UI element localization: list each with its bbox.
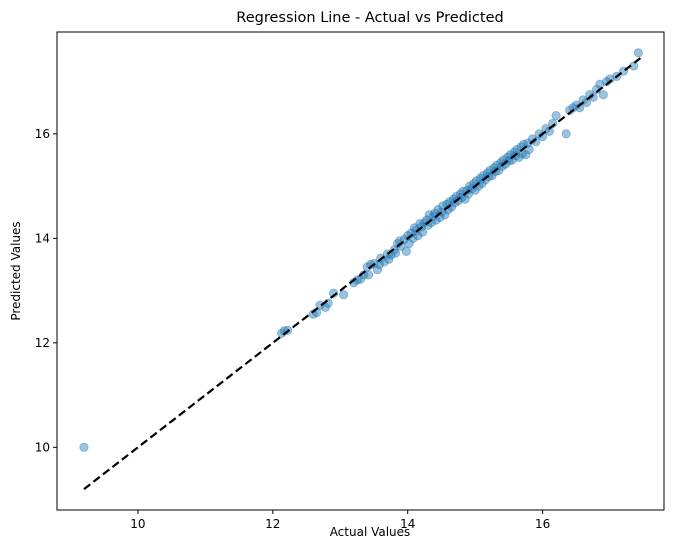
y-tick-label: 10 [35, 440, 50, 454]
data-point [507, 155, 517, 165]
data-point [372, 265, 382, 275]
data-point [524, 144, 534, 155]
x-axis-label: Actual Values [330, 525, 411, 539]
data-point [521, 150, 531, 160]
data-point [561, 129, 571, 139]
data-point [390, 248, 401, 258]
data-point [514, 152, 524, 162]
data-point [339, 290, 349, 300]
data-point [551, 110, 561, 121]
data-point [404, 238, 414, 249]
data-point [363, 270, 374, 280]
plot-area [57, 32, 664, 510]
x-tick-label: 10 [130, 517, 145, 531]
data-point [598, 90, 608, 100]
axes-frame [56, 31, 665, 511]
data-point [409, 223, 420, 233]
regression-line-layer [83, 57, 642, 490]
data-point [79, 442, 89, 452]
data-point [401, 246, 411, 257]
y-tick-label: 12 [35, 336, 50, 350]
regression-line [83, 57, 642, 490]
x-tick-label: 12 [265, 517, 280, 531]
data-point [411, 225, 421, 236]
y-tick-label: 14 [35, 231, 50, 245]
y-axis-label: Predicted Values [9, 221, 23, 320]
y-tick-label: 16 [35, 127, 50, 141]
axes: 10 12 14 16 10 12 14 16 [35, 31, 665, 531]
data-point [440, 210, 450, 220]
data-point [633, 48, 643, 58]
plot-background [57, 32, 664, 510]
data-point [438, 201, 448, 211]
data-point [504, 156, 514, 166]
data-point [568, 103, 578, 113]
data-point [384, 254, 394, 264]
chart-title: Regression Line - Actual vs Predicted [236, 10, 503, 26]
x-tick-label: 14 [400, 517, 415, 531]
data-point [462, 185, 472, 195]
x-tick-label: 16 [535, 517, 550, 531]
data-point [315, 300, 325, 310]
data-point [424, 210, 434, 220]
